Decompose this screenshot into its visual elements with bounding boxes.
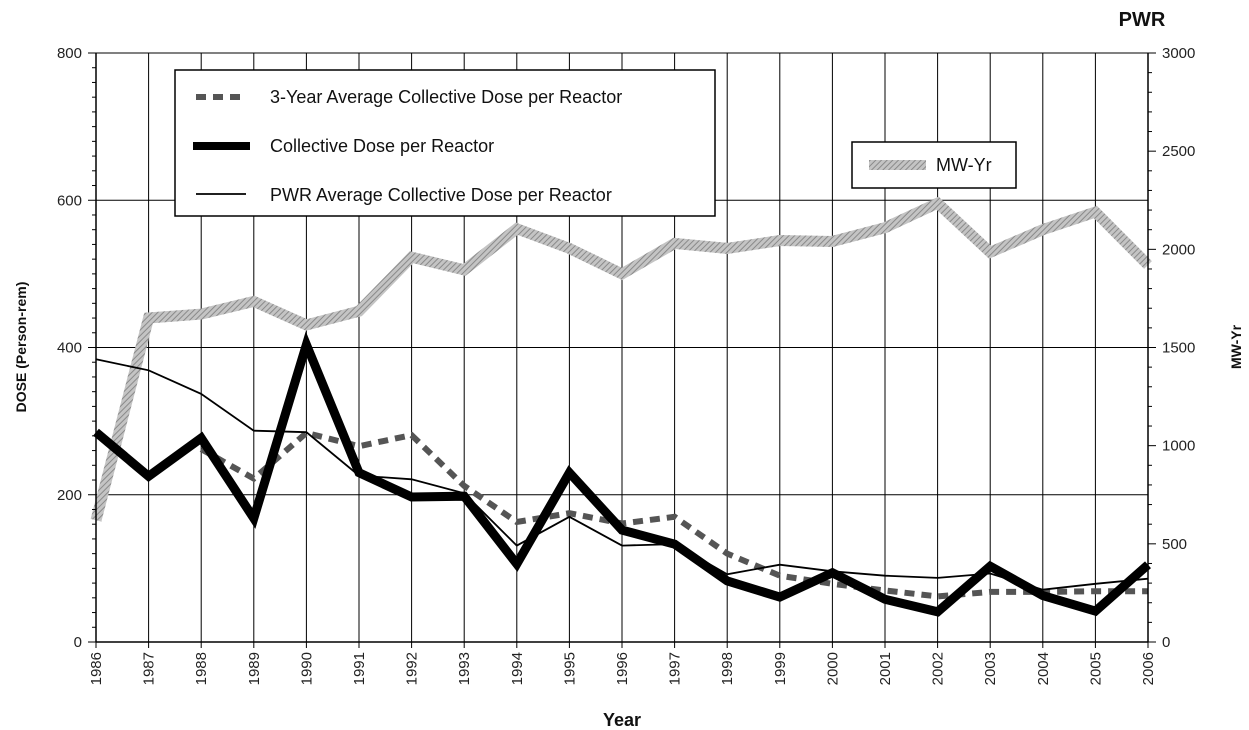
x-tick-label: 2000: [824, 652, 841, 685]
series-line-mw-yr: [90, 196, 1152, 522]
y2-tick-label: 2000: [1162, 241, 1195, 258]
x-tick-label: 1987: [141, 652, 158, 685]
x-tick-label: 2003: [982, 652, 999, 685]
x-tick-label: 1988: [193, 652, 210, 685]
y-tick-label: 0: [74, 634, 82, 651]
x-tick-label: 2002: [930, 652, 947, 685]
x-tick-label: 1992: [404, 652, 421, 685]
x-tick-label: 1986: [88, 652, 105, 685]
x-tick-label: 1999: [772, 652, 789, 685]
y-tick-label: 800: [57, 45, 82, 62]
y2-tick-label: 2500: [1162, 143, 1195, 160]
y-tick-label: 200: [57, 487, 82, 504]
chart-title: PWR: [1119, 9, 1166, 31]
legend-label-mwyr: MW-Yr: [936, 155, 992, 175]
x-tick-label: 1989: [246, 652, 263, 685]
x-tick-label: 1998: [719, 652, 736, 685]
series-line-3-year-average-collective-dose-per-reactor: [199, 429, 1148, 600]
legend-label-pwr-average: PWR Average Collective Dose per Reactor: [270, 185, 612, 205]
x-tick-label: 1994: [509, 652, 526, 685]
y2-tick-label: 1000: [1162, 438, 1195, 455]
y2-tick-label: 0: [1162, 634, 1170, 651]
y2-axis-label: MW-Yr: [1228, 324, 1244, 369]
y-tick-label: 600: [57, 192, 82, 209]
legend-box-mwyr: MW-Yr: [851, 141, 1017, 189]
x-tick-label: 1995: [561, 652, 578, 685]
y2-tick-label: 1500: [1162, 340, 1195, 357]
legend-label-collective-dose: Collective Dose per Reactor: [270, 136, 494, 156]
x-tick-label: 1990: [298, 652, 315, 685]
axes: 1986 1987 1988 1989 1990 1991 1992 1993 1994 1995…: [57, 45, 1195, 685]
y2-tick-label: 3000: [1162, 45, 1195, 62]
series-line-pwr-average-collective-dose-per-reactor: [95, 358, 1149, 591]
series-line-collective-dose-per-reactor: [93, 331, 1151, 617]
legend-label-3yr-average: 3-Year Average Collective Dose per React…: [270, 87, 622, 107]
x-tick-label: 2001: [877, 652, 894, 685]
y2-tick-label: 500: [1162, 536, 1187, 553]
x-tick-label: 2004: [1035, 652, 1052, 685]
x-tick-label: 1997: [667, 652, 684, 685]
x-tick-label: 1996: [614, 652, 631, 685]
x-tick-label: 2006: [1140, 652, 1157, 685]
x-axis-label: Year: [603, 710, 641, 730]
y-axis-label: DOSE (Person-rem): [13, 282, 29, 413]
x-tick-label: 2005: [1087, 652, 1104, 685]
series-lines: [90, 196, 1152, 617]
legend-box: 3-Year Average Collective Dose per React…: [174, 69, 716, 217]
x-tick-label: 1991: [351, 652, 368, 685]
x-tick-label: 1993: [456, 652, 473, 685]
y-tick-label: 400: [57, 340, 82, 357]
